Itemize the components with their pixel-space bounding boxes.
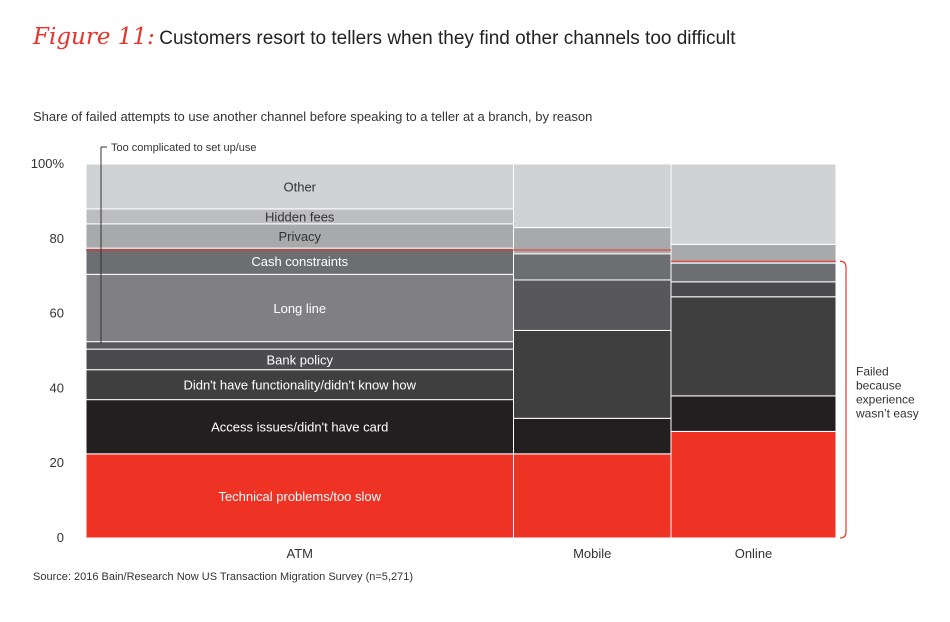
segment-label-long-line: Long line <box>273 301 326 316</box>
segment-label-privacy: Privacy <box>278 229 321 244</box>
figure-title-row: Figure 11: Customers resort to tellers w… <box>33 24 736 50</box>
segment-label-cash-constraints: Cash constraints <box>251 254 348 269</box>
segment-mobile-cash-constraints <box>513 253 672 281</box>
segment-mobile-too-complicated-to-set-up-use <box>513 279 672 331</box>
segment-online-didn-t-have-functionality-didn-t-know-how <box>670 296 837 397</box>
segment-online-privacy <box>670 243 837 264</box>
too-complicated-label: Too complicated to set up/use <box>111 142 257 154</box>
bracket-label-line: wasn’t easy <box>855 407 919 421</box>
segment-mobile-other <box>513 163 672 229</box>
bracket-label-line: because <box>856 379 902 393</box>
segment-label-didn-t-have-functionality-didn-t-know-how: Didn't have functionality/didn't know ho… <box>183 378 416 393</box>
y-tick-label: 60 <box>50 306 64 321</box>
y-tick-label: 100% <box>31 156 65 171</box>
chart-title: Customers resort to tellers when they fi… <box>159 28 736 49</box>
segment-online-bank-policy <box>670 281 837 298</box>
x-tick-label-atm: ATM <box>287 546 313 561</box>
segment-online-cash-constraints <box>670 262 837 283</box>
segment-label-access-issues-didn-t-have-card: Access issues/didn't have card <box>211 420 388 435</box>
figure-label: Figure 11: <box>33 24 155 50</box>
segment-atm-access-issues-didn-t-have-card <box>85 399 514 455</box>
segment-online-technical-problems-too-slow <box>670 430 837 539</box>
segment-atm-too-complicated-to-set-up-use <box>85 341 514 350</box>
segment-online-access-issues-didn-t-have-card <box>670 395 837 432</box>
x-tick-label-mobile: Mobile <box>573 546 611 561</box>
x-tick-label-online: Online <box>735 546 773 561</box>
segment-label-bank-policy: Bank policy <box>267 352 334 367</box>
source-note: Source: 2016 Bain/Research Now US Transa… <box>33 571 413 583</box>
segment-label-other: Other <box>283 179 316 194</box>
y-tick-label: 20 <box>50 455 64 470</box>
chart-subtitle: Share of failed attempts to use another … <box>33 109 593 124</box>
y-tick-label: 40 <box>50 380 64 395</box>
bracket-label-line: Failed <box>856 365 889 379</box>
segment-online-other <box>670 163 837 245</box>
segment-atm-other <box>85 163 514 210</box>
segment-mobile-access-issues-didn-t-have-card <box>513 417 672 455</box>
segment-atm-privacy <box>85 223 514 249</box>
failed-bracket <box>839 260 847 539</box>
bracket-label-line: experience <box>856 393 915 407</box>
y-tick-label: 0 <box>57 530 64 545</box>
segment-label-hidden-fees: Hidden fees <box>265 209 335 224</box>
segment-label-technical-problems-too-slow: Technical problems/too slow <box>218 489 381 504</box>
segment-atm-didn-t-have-functionality-didn-t-know-how <box>85 369 514 401</box>
segment-mobile-privacy <box>513 227 672 255</box>
segment-mobile-technical-problems-too-slow <box>513 453 672 539</box>
segment-mobile-didn-t-have-functionality-didn-t-know-how <box>513 329 672 419</box>
y-tick-label: 80 <box>50 231 64 246</box>
